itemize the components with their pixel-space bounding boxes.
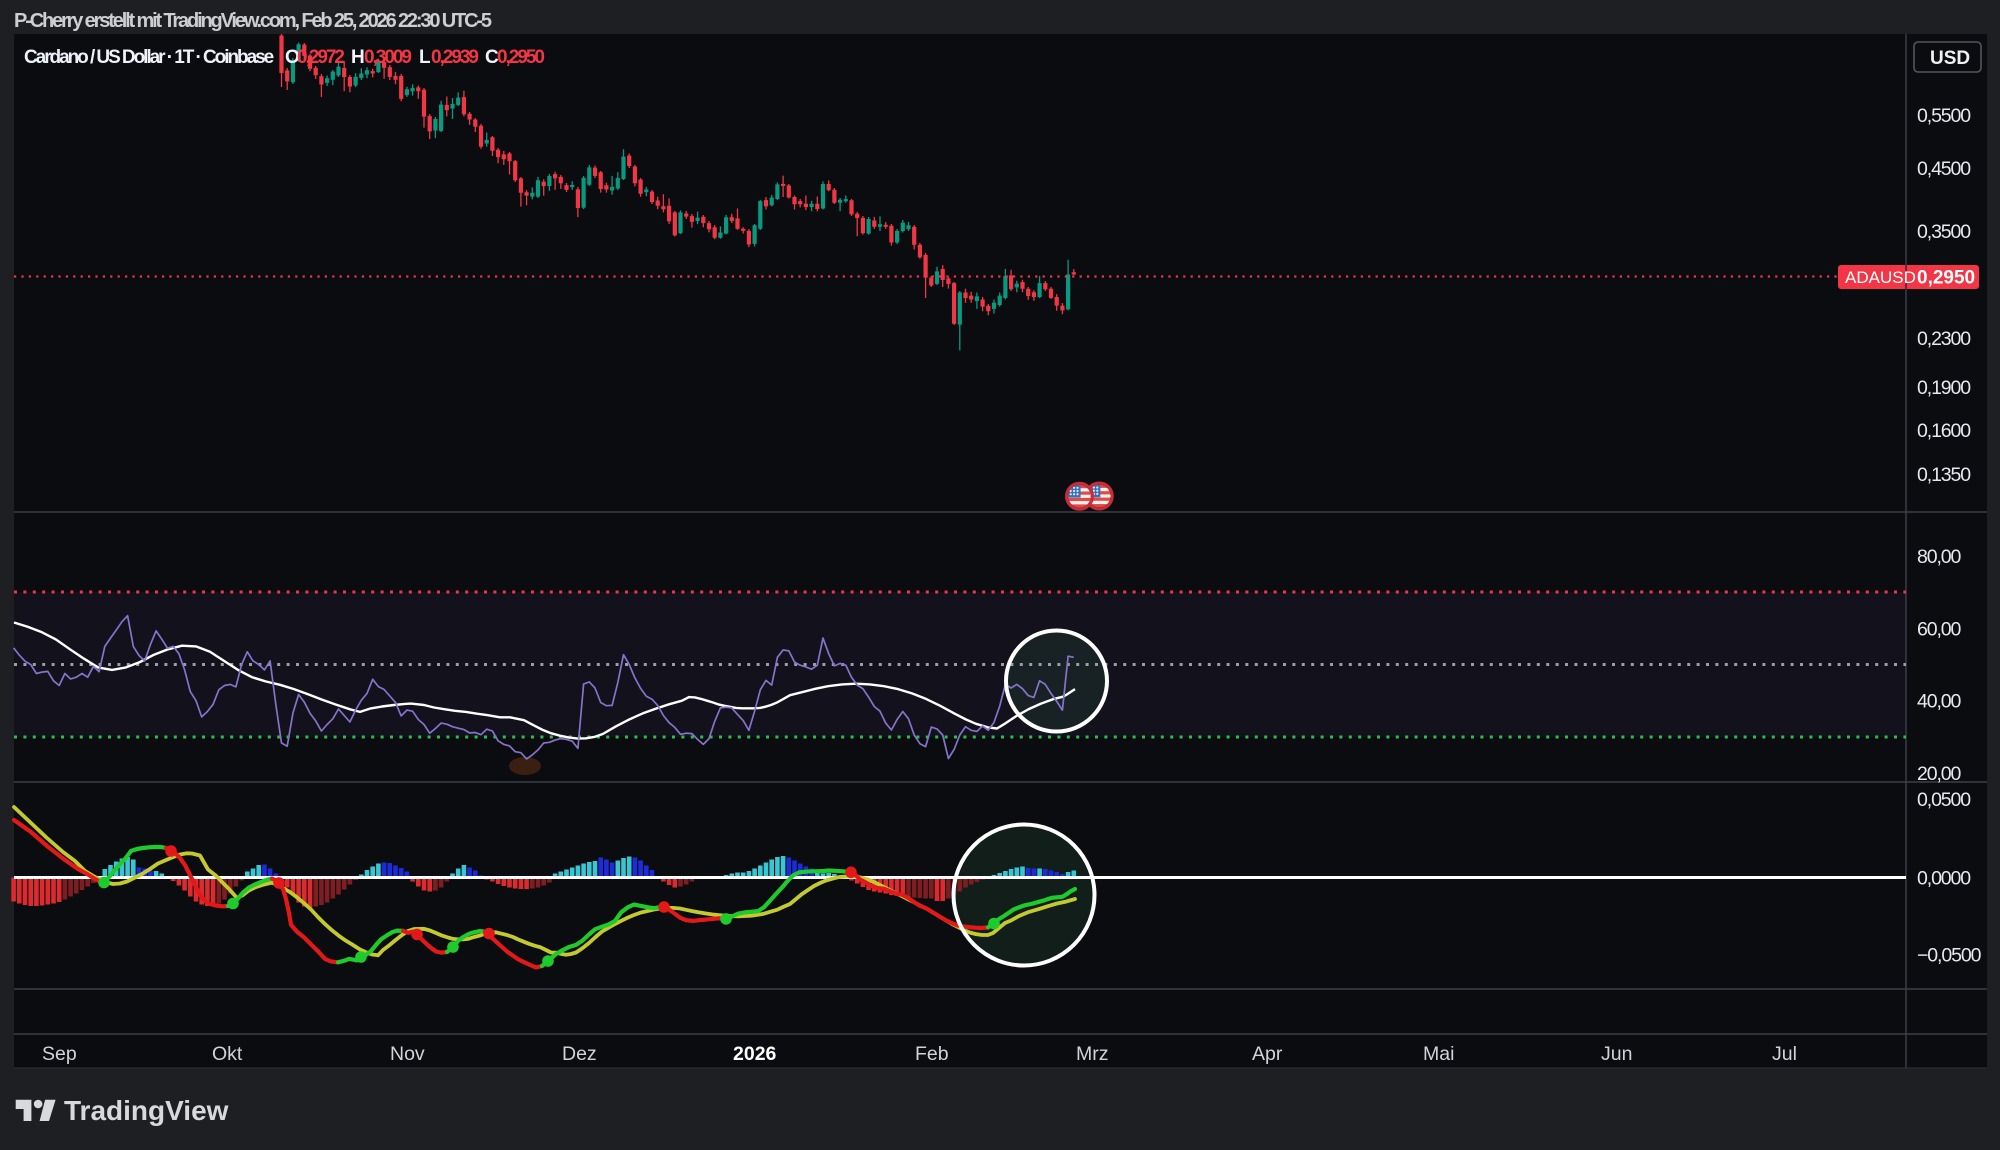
- svg-text:60,00: 60,00: [1917, 618, 1962, 640]
- svg-text:0,4500: 0,4500: [1917, 158, 1971, 180]
- svg-text:0,5500: 0,5500: [1917, 105, 1971, 127]
- svg-text:Cardano / US Dollar · 1T · Coi: Cardano / US Dollar · 1T · Coinbase: [24, 47, 274, 68]
- svg-text:P-Cherry erstellt mit TradingV: P-Cherry erstellt mit TradingView.com, F…: [14, 10, 492, 32]
- svg-text:O: O: [285, 47, 300, 68]
- svg-text:0,0000: 0,0000: [1917, 868, 1971, 890]
- svg-text:H: H: [351, 47, 365, 68]
- svg-text:Mai: Mai: [1423, 1043, 1454, 1065]
- svg-text:0,2300: 0,2300: [1917, 328, 1971, 350]
- svg-text:Nov: Nov: [390, 1043, 425, 1065]
- svg-text:0,1350: 0,1350: [1917, 464, 1971, 486]
- svg-text:Apr: Apr: [1252, 1043, 1283, 1065]
- svg-text:ADAUSD: ADAUSD: [1845, 268, 1916, 287]
- svg-text:Mrz: Mrz: [1076, 1043, 1109, 1065]
- svg-text:0,2972: 0,2972: [297, 47, 345, 68]
- svg-text:Jul: Jul: [1772, 1043, 1797, 1065]
- svg-text:0,2950: 0,2950: [497, 47, 545, 68]
- svg-text:40,00: 40,00: [1917, 691, 1962, 713]
- svg-text:C: C: [485, 47, 499, 68]
- svg-text:−0,0500: −0,0500: [1917, 945, 1982, 967]
- svg-text:0,0500: 0,0500: [1917, 789, 1971, 811]
- svg-text:0,1600: 0,1600: [1917, 420, 1971, 442]
- svg-text:0,2939: 0,2939: [431, 47, 479, 68]
- svg-text:0,2950: 0,2950: [1917, 268, 1975, 289]
- svg-text:0,1900: 0,1900: [1917, 377, 1971, 399]
- svg-text:20,00: 20,00: [1917, 763, 1962, 785]
- svg-text:TradingView: TradingView: [64, 1095, 229, 1126]
- svg-text:Jun: Jun: [1601, 1043, 1632, 1065]
- svg-text:0,3500: 0,3500: [1917, 221, 1971, 243]
- svg-text:L: L: [419, 47, 431, 68]
- svg-text:Sep: Sep: [42, 1043, 77, 1065]
- svg-text:0,3009: 0,3009: [364, 47, 412, 68]
- svg-text:Feb: Feb: [915, 1043, 949, 1065]
- svg-text:2026: 2026: [733, 1043, 777, 1065]
- svg-text:Okt: Okt: [212, 1043, 243, 1065]
- svg-text:USD: USD: [1930, 48, 1970, 69]
- svg-text:80,00: 80,00: [1917, 546, 1962, 568]
- svg-text:Dez: Dez: [562, 1043, 597, 1065]
